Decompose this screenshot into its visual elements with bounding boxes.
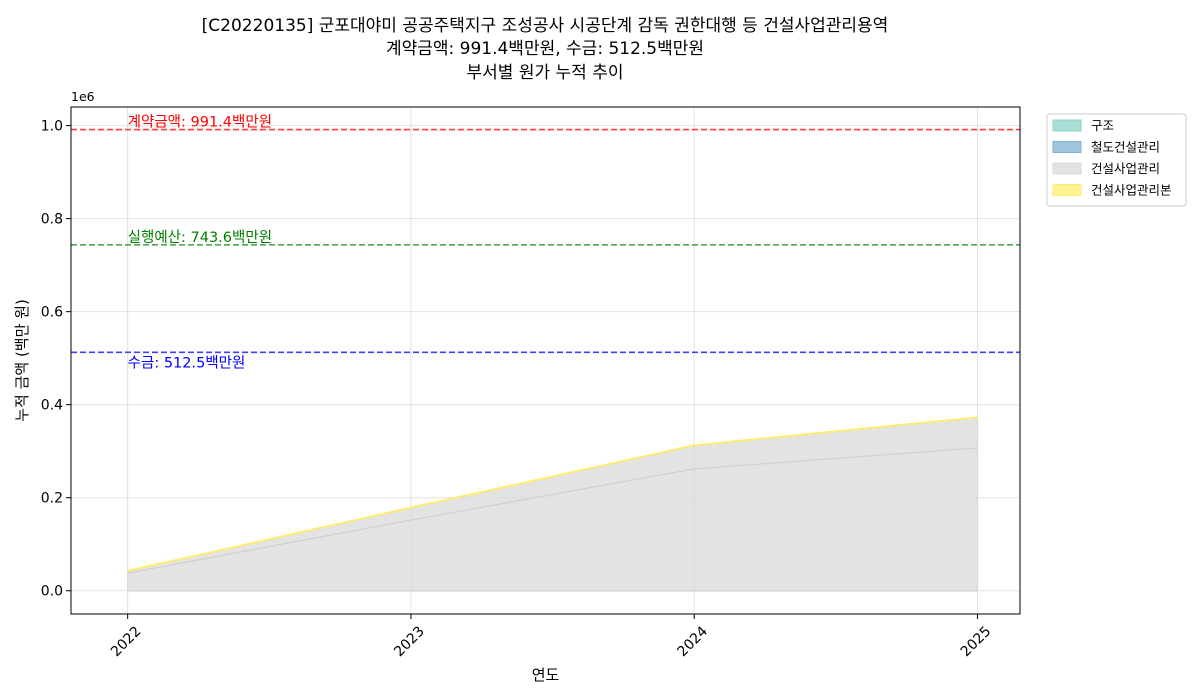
legend-swatch [1052, 162, 1082, 175]
reference-line-label: 실행예산: 743.6백만원 [128, 229, 272, 246]
chart-title-line: 부서별 원가 누적 추이 [467, 63, 624, 83]
legend-label: 건설사업관리 [1091, 161, 1160, 176]
legend-swatch [1052, 141, 1082, 153]
x-tick-label: 2025 [958, 624, 995, 661]
x-axis-label: 연도 [532, 666, 560, 684]
y-tick-label: 0.4 [41, 398, 63, 414]
legend-label: 구조 [1091, 118, 1114, 133]
legend-swatch [1052, 184, 1082, 196]
plot-frame [70, 106, 1021, 615]
legend-box [1046, 113, 1187, 207]
area-series-건설사업관리 [127, 417, 979, 592]
y-tick-label: 0.6 [41, 305, 63, 321]
x-tick-label: 2022 [108, 624, 145, 661]
chart-title-line: 계약금액: 991.4백만원, 수금: 512.5백만원 [386, 39, 704, 59]
y-tick-label: 1.0 [41, 119, 63, 135]
inner-series-line [127, 447, 978, 574]
y-tick-label: 0.0 [41, 584, 63, 600]
y-tick-label: 0.8 [41, 212, 63, 228]
reference-line-label: 수금: 512.5백만원 [128, 354, 246, 371]
legend-label: 건설사업관리본 [1091, 183, 1172, 198]
legend-label: 철도건설관리 [1091, 140, 1160, 155]
y-axis-label: 누적 금액 (백만 원) [13, 299, 31, 422]
legend-swatch [1052, 119, 1082, 132]
area-series-건설사업관리본 [127, 416, 979, 572]
x-tick-label: 2023 [391, 624, 428, 661]
reference-line-label: 계약금액: 991.4백만원 [128, 114, 272, 131]
chart-title-line: [C20220135] 군포대야미 공공주택지구 조성공사 시공단계 감독 권한… [202, 16, 889, 36]
y-tick-label: 0.2 [41, 491, 63, 507]
y-offset-text: 1e6 [71, 89, 95, 104]
x-tick-label: 2024 [675, 623, 712, 660]
